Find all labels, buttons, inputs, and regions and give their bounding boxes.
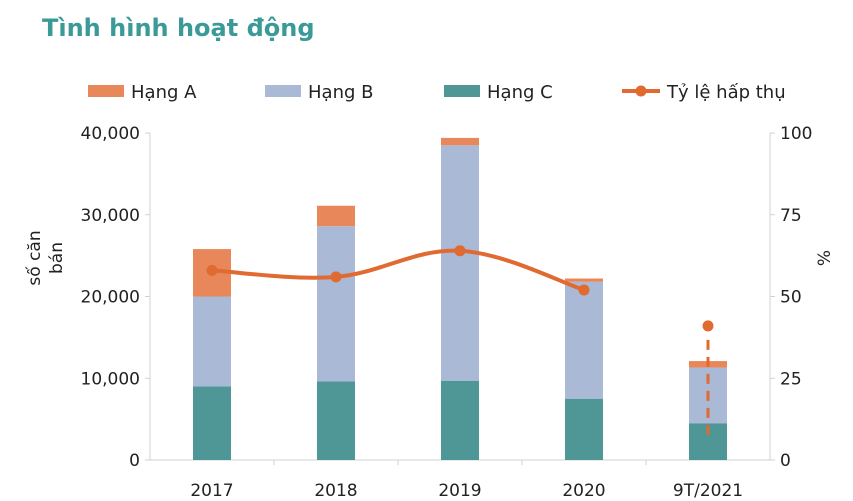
absorption-point [206,264,218,276]
legend-swatch-marker [635,85,647,97]
x-tick-label: 2018 [314,481,357,501]
y-tick-label: 30,000 [81,206,140,226]
y-tick-label: 10,000 [81,369,140,389]
x-tick-label: 2019 [438,481,481,501]
axes: 40,000 30,000 20,000 10,000 0 100 75 50 25 0 2017 2… [81,124,813,501]
bar-hạng-c [565,398,603,460]
y2-axis-label: % [815,250,835,266]
absorption-line-path [211,248,585,292]
y2-tick-label: 0 [780,451,791,471]
x-tick-label: 9T/2021 [673,481,743,501]
bar-hạng-a [317,205,355,227]
bar-hạng-b [317,226,355,382]
legend-label: Hạng B [308,82,373,103]
legend-swatch [88,85,124,97]
bar-hạng-b [441,145,479,381]
bar-hạng-c [193,386,231,460]
bar-hạng-a [441,137,479,146]
bar-hạng-c [317,381,355,460]
y2-tick-label: 100 [780,124,812,144]
legend-label: Hạng C [487,82,553,103]
absorption-line [206,245,714,440]
chart-title: Tình hình hoạt động [42,14,315,42]
y-axis-label-continued: bán [47,242,67,274]
absorption-point [330,271,342,283]
y2-tick-label: 75 [780,206,802,226]
legend: Hạng A Hạng B Hạng C Tỷ lệ hấp thụ [88,82,786,103]
absorption-point [454,245,466,257]
x-tick-label: 2020 [562,481,605,501]
bar-hạng-b [193,296,231,387]
legend-label: Tỷ lệ hấp thụ [666,82,786,103]
legend-swatch [444,85,480,97]
y-tick-label: 20,000 [81,288,140,308]
bar-hạng-b [565,281,603,399]
legend-swatch [265,85,301,97]
x-tick-label: 2017 [190,481,233,501]
y-tick-label: 40,000 [81,124,140,144]
bar-hạng-a [565,278,603,282]
absorption-point [702,320,714,332]
y2-tick-label: 50 [780,288,802,308]
bar-hạng-c [441,380,479,460]
absorption-point [578,284,590,296]
legend-label: Hạng A [131,82,197,103]
bars [193,137,727,460]
y-axis-label: số căn [24,230,45,285]
y-tick-label: 0 [129,451,140,471]
y2-tick-label: 25 [780,369,802,389]
